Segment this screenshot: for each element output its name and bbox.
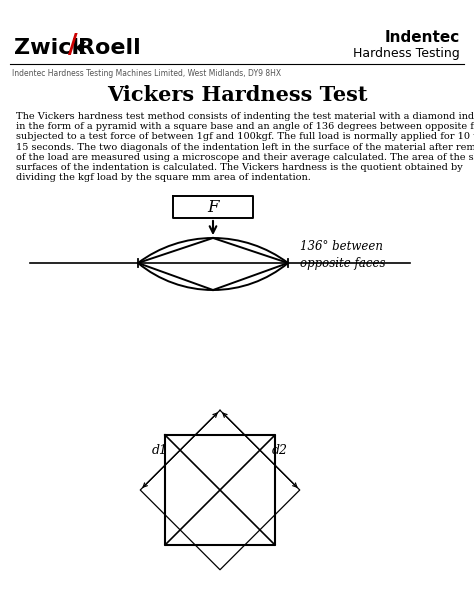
Text: 15 seconds. The two diagonals of the indentation left in the surface of the mate: 15 seconds. The two diagonals of the ind… [16, 143, 474, 151]
Text: Zwick: Zwick [14, 38, 86, 58]
Text: Vickers Hardness Test: Vickers Hardness Test [107, 85, 367, 105]
Text: d1: d1 [152, 444, 168, 457]
Text: Hardness Testing: Hardness Testing [353, 47, 460, 59]
Text: surfaces of the indentation is calculated. The Vickers hardness is the quotient : surfaces of the indentation is calculate… [16, 163, 463, 172]
Text: /: / [68, 33, 78, 59]
Text: subjected to a test force of between 1gf and 100kgf. The full load is normally a: subjected to a test force of between 1gf… [16, 132, 474, 142]
Text: d2: d2 [272, 444, 288, 457]
Text: in the form of a pyramid with a square base and an angle of 136 degrees between : in the form of a pyramid with a square b… [16, 122, 474, 131]
Text: of the load are measured using a microscope and their average calculated. The ar: of the load are measured using a microsc… [16, 153, 474, 162]
Text: dividing the kgf load by the square mm area of indentation.: dividing the kgf load by the square mm a… [16, 173, 311, 182]
Text: F: F [207, 199, 219, 216]
Text: Indentec Hardness Testing Machines Limited, West Midlands, DY9 8HX: Indentec Hardness Testing Machines Limit… [12, 69, 281, 77]
Text: The Vickers hardness test method consists of indenting the test material with a : The Vickers hardness test method consist… [16, 112, 474, 121]
Text: Indentec: Indentec [385, 31, 460, 45]
Text: Roell: Roell [78, 38, 141, 58]
Text: 136° between
opposite faces: 136° between opposite faces [300, 240, 385, 270]
